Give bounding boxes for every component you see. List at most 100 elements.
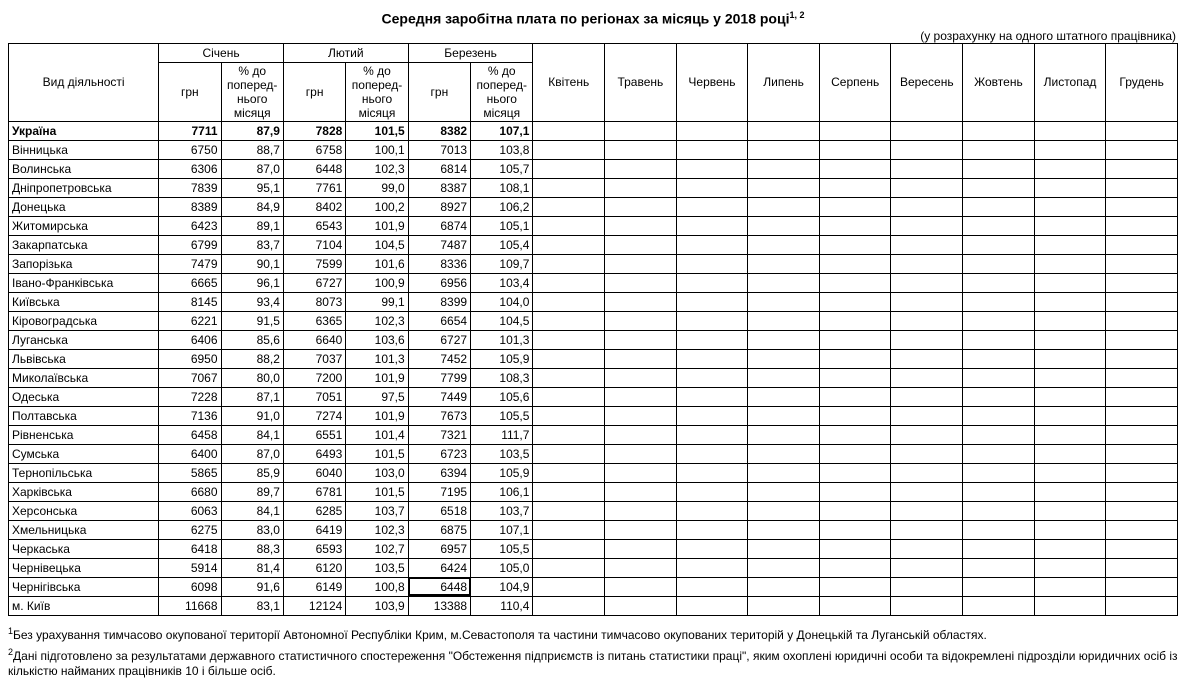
cell[interactable] xyxy=(533,368,605,387)
cell[interactable] xyxy=(748,387,820,406)
cell[interactable]: 101,9 xyxy=(346,406,408,425)
cell[interactable] xyxy=(963,197,1035,216)
cell[interactable]: 8073 xyxy=(283,292,345,311)
cell[interactable] xyxy=(676,140,748,159)
cell[interactable] xyxy=(963,273,1035,292)
cell[interactable] xyxy=(963,140,1035,159)
cell[interactable]: 7274 xyxy=(283,406,345,425)
cell[interactable] xyxy=(1106,520,1178,539)
cell[interactable]: 7321 xyxy=(408,425,470,444)
cell[interactable] xyxy=(533,444,605,463)
cell[interactable]: 105,0 xyxy=(471,558,533,577)
cell[interactable] xyxy=(748,159,820,178)
cell[interactable] xyxy=(533,463,605,482)
cell[interactable] xyxy=(1034,539,1106,558)
cell[interactable] xyxy=(891,558,963,577)
cell[interactable]: 13388 xyxy=(408,596,470,615)
cell[interactable] xyxy=(533,406,605,425)
cell[interactable]: 11668 xyxy=(159,596,221,615)
cell[interactable] xyxy=(748,292,820,311)
cell[interactable] xyxy=(605,539,677,558)
cell[interactable] xyxy=(891,482,963,501)
cell[interactable] xyxy=(605,197,677,216)
cell[interactable] xyxy=(533,520,605,539)
cell[interactable] xyxy=(1106,121,1178,140)
cell[interactable]: 87,0 xyxy=(221,159,283,178)
cell[interactable]: 103,6 xyxy=(346,330,408,349)
cell[interactable] xyxy=(819,425,891,444)
cell[interactable] xyxy=(676,368,748,387)
cell[interactable] xyxy=(605,482,677,501)
cell[interactable] xyxy=(676,425,748,444)
cell[interactable] xyxy=(748,311,820,330)
cell[interactable]: 5865 xyxy=(159,463,221,482)
cell[interactable]: 103,8 xyxy=(471,140,533,159)
cell[interactable]: 102,7 xyxy=(346,539,408,558)
cell[interactable] xyxy=(819,349,891,368)
cell[interactable] xyxy=(533,235,605,254)
cell[interactable] xyxy=(1106,577,1178,596)
cell[interactable]: 6406 xyxy=(159,330,221,349)
cell[interactable] xyxy=(819,558,891,577)
cell[interactable]: 6493 xyxy=(283,444,345,463)
cell[interactable]: 105,4 xyxy=(471,235,533,254)
cell[interactable]: 102,3 xyxy=(346,520,408,539)
cell[interactable] xyxy=(1106,349,1178,368)
cell[interactable] xyxy=(676,520,748,539)
cell[interactable] xyxy=(891,140,963,159)
cell[interactable]: 105,6 xyxy=(471,387,533,406)
cell[interactable] xyxy=(533,254,605,273)
cell[interactable] xyxy=(1034,349,1106,368)
cell[interactable] xyxy=(748,463,820,482)
cell[interactable] xyxy=(1034,197,1106,216)
cell[interactable]: 6448 xyxy=(408,577,470,596)
cell[interactable]: 101,3 xyxy=(346,349,408,368)
cell[interactable] xyxy=(748,349,820,368)
cell[interactable] xyxy=(676,330,748,349)
cell[interactable] xyxy=(819,121,891,140)
cell[interactable]: 6120 xyxy=(283,558,345,577)
cell[interactable]: 101,5 xyxy=(346,121,408,140)
cell[interactable]: 85,6 xyxy=(221,330,283,349)
cell[interactable]: 7449 xyxy=(408,387,470,406)
cell[interactable] xyxy=(676,539,748,558)
cell[interactable] xyxy=(891,520,963,539)
cell[interactable] xyxy=(533,501,605,520)
cell[interactable] xyxy=(676,463,748,482)
cell[interactable] xyxy=(676,596,748,615)
cell[interactable]: 105,9 xyxy=(471,349,533,368)
cell[interactable] xyxy=(1034,520,1106,539)
cell[interactable] xyxy=(748,178,820,197)
cell[interactable]: 101,9 xyxy=(346,216,408,235)
cell[interactable] xyxy=(605,235,677,254)
cell[interactable]: 6665 xyxy=(159,273,221,292)
cell[interactable]: 6723 xyxy=(408,444,470,463)
cell[interactable]: 6394 xyxy=(408,463,470,482)
cell[interactable] xyxy=(891,539,963,558)
cell[interactable] xyxy=(533,311,605,330)
cell[interactable] xyxy=(1034,425,1106,444)
cell[interactable] xyxy=(819,159,891,178)
cell[interactable]: 102,3 xyxy=(346,159,408,178)
cell[interactable] xyxy=(891,235,963,254)
cell[interactable]: 101,5 xyxy=(346,482,408,501)
cell[interactable] xyxy=(891,425,963,444)
cell[interactable] xyxy=(676,482,748,501)
cell[interactable]: 7200 xyxy=(283,368,345,387)
cell[interactable] xyxy=(748,140,820,159)
cell[interactable]: 81,4 xyxy=(221,558,283,577)
cell[interactable] xyxy=(1106,425,1178,444)
cell[interactable]: 101,9 xyxy=(346,368,408,387)
cell[interactable] xyxy=(1106,292,1178,311)
cell[interactable] xyxy=(1106,406,1178,425)
cell[interactable]: 100,9 xyxy=(346,273,408,292)
cell[interactable] xyxy=(676,577,748,596)
cell[interactable]: 101,3 xyxy=(471,330,533,349)
cell[interactable]: 6448 xyxy=(283,159,345,178)
cell[interactable] xyxy=(1106,159,1178,178)
cell[interactable] xyxy=(963,216,1035,235)
cell[interactable] xyxy=(748,558,820,577)
cell[interactable] xyxy=(676,254,748,273)
cell[interactable] xyxy=(891,444,963,463)
cell[interactable]: 8927 xyxy=(408,197,470,216)
